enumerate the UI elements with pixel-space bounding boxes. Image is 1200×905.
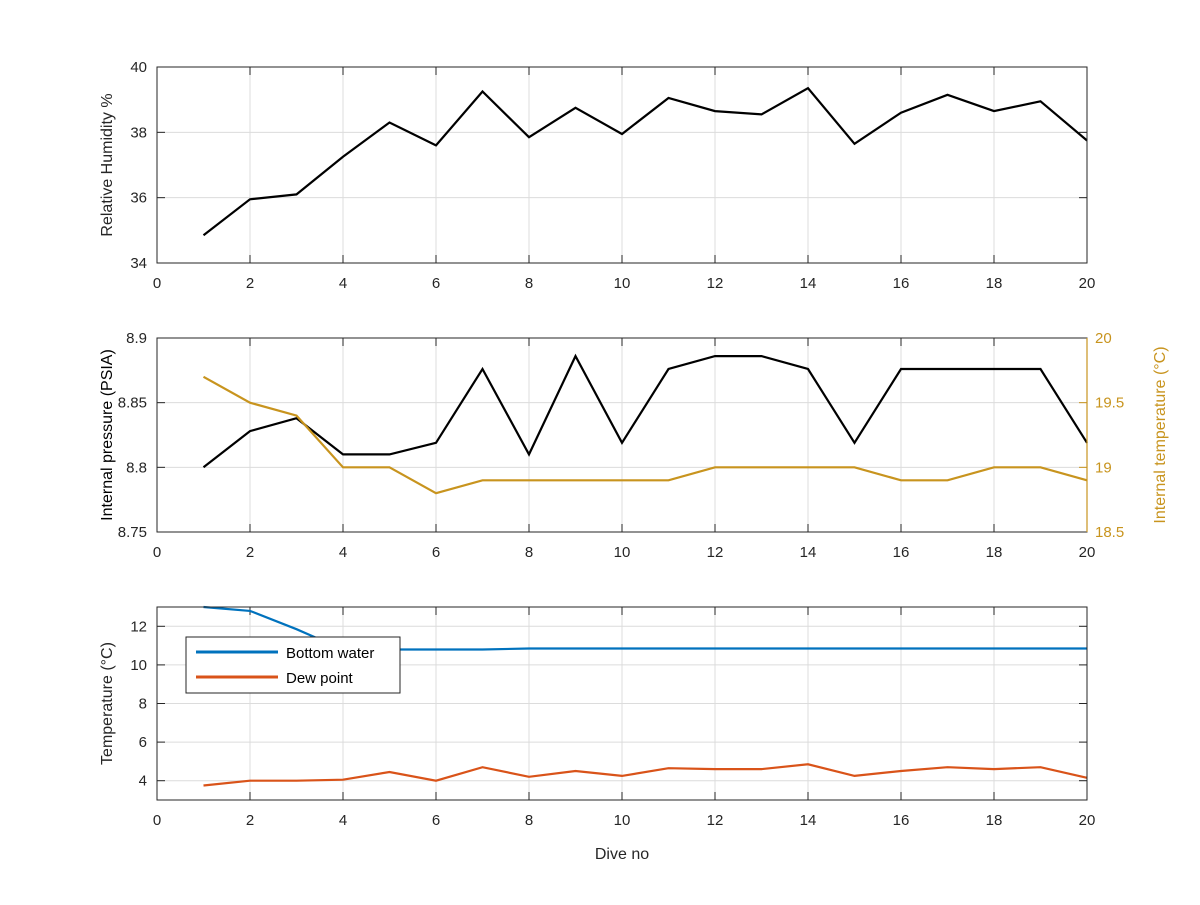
y-tick-label: 34: [130, 255, 147, 272]
x-tick-label: 2: [246, 275, 254, 292]
y-right-tick-label: 20: [1095, 330, 1112, 347]
y-tick-label: 8.8: [126, 459, 147, 476]
x-tick-label: 18: [986, 275, 1003, 292]
x-tick-label: 12: [707, 544, 724, 561]
x-tick-label: 2: [246, 544, 254, 561]
y-tick-label: 4: [139, 773, 147, 790]
y-right-tick-label: 19: [1095, 459, 1112, 476]
axes-frame: [156, 606, 1088, 801]
x-tick-label: 8: [525, 812, 533, 829]
axes-frame: [156, 66, 1088, 264]
y-right-tick-label: 19.5: [1095, 395, 1124, 412]
x-tick-label: 8: [525, 544, 533, 561]
x-tick-label: 10: [614, 544, 631, 561]
axes-humidity: 0 2 4 6 8 10 12 14 16 18 20 34 36 38 40 Relative Humidi…: [99, 59, 1095, 292]
legend-label: Dew point: [286, 670, 354, 687]
x-tick-label: 6: [432, 544, 440, 561]
x-tick-label: 20: [1079, 812, 1096, 829]
y-tick-label: 8.9: [126, 330, 147, 347]
series-line: [202, 353, 1088, 469]
y-tick-label: 36: [130, 190, 147, 207]
x-tick-label: 6: [432, 275, 440, 292]
y-axis-label: Temperature (°C): [99, 642, 116, 765]
x-tick-label: 0: [153, 275, 161, 292]
y-axis-label: Relative Humidity %: [99, 93, 116, 236]
axes-temperature: 0 2 4 6 8 10 12 14 16 18 20 4 6 8 10 12 Temperature (°C)…: [99, 605, 1096, 863]
axes-pressure: 0 2 4 6 8 10 12 14 16 18 20 8.75 8.8 8.85 8.9 18.5 19 19.…: [99, 330, 1169, 561]
x-tick-label: 16: [893, 812, 910, 829]
y-axis-label: Internal pressure (PSIA): [99, 349, 116, 521]
x-tick-label: 18: [986, 544, 1003, 561]
y-tick-label: 12: [130, 618, 147, 635]
y-tick-label: 10: [130, 657, 147, 674]
x-tick-label: 0: [153, 812, 161, 829]
x-axis-label: Dive no: [595, 846, 649, 863]
x-tick-label: 12: [707, 812, 724, 829]
x-tick-label: 18: [986, 812, 1003, 829]
y-tick-label: 8.75: [118, 524, 147, 541]
x-tick-label: 8: [525, 275, 533, 292]
series-line: [202, 86, 1088, 237]
x-tick-label: 16: [893, 544, 910, 561]
x-tick-label: 14: [800, 812, 817, 829]
x-tick-label: 6: [432, 812, 440, 829]
x-tick-label: 10: [614, 812, 631, 829]
y-tick-label: 8: [139, 696, 147, 713]
series-line-dew-point: [203, 763, 1088, 787]
series-line: [202, 375, 1088, 495]
x-tick-label: 2: [246, 812, 254, 829]
legend-box: [185, 636, 401, 694]
x-tick-label: 14: [800, 544, 817, 561]
x-tick-label: 16: [893, 275, 910, 292]
x-tick-label: 10: [614, 275, 631, 292]
x-tick-label: 14: [800, 275, 817, 292]
x-tick-label: 4: [339, 812, 347, 829]
y-tick-label: 6: [139, 734, 147, 751]
y-tick-label: 40: [130, 59, 147, 76]
y-right-tick-label: 18.5: [1095, 524, 1124, 541]
x-tick-label: 20: [1079, 275, 1096, 292]
x-tick-label: 20: [1079, 544, 1096, 561]
x-tick-label: 4: [339, 275, 347, 292]
y-tick-label: 38: [130, 124, 147, 141]
legend-label: Bottom water: [286, 645, 374, 662]
x-tick-label: 12: [707, 275, 724, 292]
x-tick-label: 4: [339, 544, 347, 561]
y-tick-label: 8.85: [118, 395, 147, 412]
legend: Bottom water Dew point: [185, 636, 401, 694]
y-right-axis-label: Internal temperature (°C): [1152, 346, 1169, 523]
x-tick-label: 0: [153, 544, 161, 561]
